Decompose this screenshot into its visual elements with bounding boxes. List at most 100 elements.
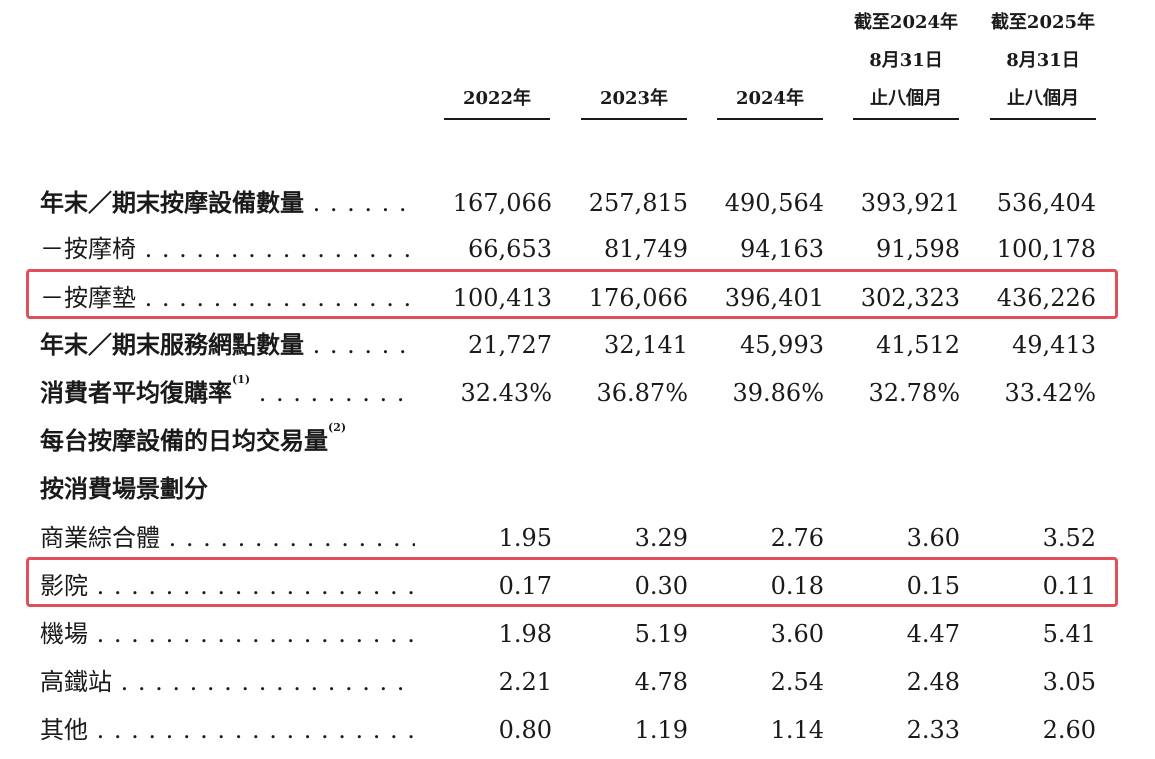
column-header-line: 2024年 [735, 88, 805, 109]
column-header-line: 截至2024年 [853, 12, 959, 33]
table-row: 高鐵站 2.21 4.78 2.54 2.48 3.05 [0, 659, 1155, 705]
table-cell: 32.43% [460, 379, 552, 407]
table-cell: 94,163 [740, 235, 824, 263]
column-header-line: 止八個月 [1007, 88, 1079, 109]
table-row: 年末／期末服務網點數量 21,727 32,141 45,993 41,512 49,41… [0, 322, 1155, 368]
header-underline [717, 118, 823, 120]
row-label: 每台按摩設備的日均交易量(2) [40, 418, 415, 464]
table-cell: 3.60 [770, 620, 824, 648]
column-header: 2023年 [581, 80, 687, 120]
table-cell: 1.19 [634, 716, 688, 744]
table-cell: 4.47 [906, 620, 960, 648]
table-cell: 1.14 [770, 716, 824, 744]
header-underline [581, 118, 687, 120]
table-row: 商業綜合體 1.95 3.29 2.76 3.60 3.52 [0, 515, 1155, 561]
table-cell: 32.78% [868, 379, 960, 407]
table-row: 年末／期末按摩設備數量 167,066 257,815 490,564 393,921 5… [0, 180, 1155, 226]
table-cell: 81,749 [604, 235, 688, 263]
table-cell: 302,323 [860, 284, 960, 312]
table-cell: 176,066 [588, 284, 688, 312]
table-cell: 41,512 [876, 331, 960, 359]
table-cell: 3.05 [1042, 668, 1096, 696]
table-cell: 45,993 [740, 331, 824, 359]
row-label-text: 其他 [40, 716, 88, 744]
column-header-line: 截至2025年 [990, 12, 1096, 33]
table-cell: 436,226 [996, 284, 1096, 312]
header-underline [990, 118, 1096, 120]
table-cell: 3.29 [634, 524, 688, 552]
row-label-text: 每台按摩設備的日均交易量 [40, 426, 328, 455]
table-row: 消費者平均復購率(1) 32.43% 36.87% 39.86% 32.78% 33.42… [0, 370, 1155, 416]
footnote-marker: (2) [328, 421, 347, 434]
header-underline [853, 118, 959, 120]
table-cell: 2.60 [1042, 716, 1096, 744]
table-cell: 39.86% [732, 379, 824, 407]
row-label: 消費者平均復購率(1) [40, 370, 415, 416]
row-label-text: 高鐵站 [40, 668, 112, 696]
table-cell: 490,564 [724, 189, 824, 217]
row-label-text: －按摩墊 [40, 284, 136, 312]
row-label: 年末／期末按摩設備數量 [40, 180, 415, 226]
table-cell: 393,921 [860, 189, 960, 217]
table-cell: 0.30 [634, 572, 688, 600]
table-row: 機場 1.98 5.19 3.60 4.47 5.41 [0, 611, 1155, 657]
row-label: 機場 [40, 611, 415, 657]
table-cell: 3.60 [906, 524, 960, 552]
table-cell: 536,404 [996, 189, 1096, 217]
row-label-text: 消費者平均復購率 [40, 378, 232, 407]
table-cell: 0.15 [906, 572, 960, 600]
table-cell: 4.78 [634, 668, 688, 696]
row-label: －按摩墊 [40, 275, 415, 321]
table-cell: 2.21 [498, 668, 552, 696]
row-label-text: 年末／期末服務網點數量 [40, 330, 304, 359]
table-cell: 0.80 [498, 716, 552, 744]
table-cell: 257,815 [588, 189, 688, 217]
column-header-line: 2023年 [599, 88, 669, 109]
table-cell: 3.52 [1042, 524, 1096, 552]
table-cell: 49,413 [1012, 331, 1096, 359]
row-label: 高鐵站 [40, 659, 415, 705]
row-label: 年末／期末服務網點數量 [40, 322, 415, 368]
row-label-text: 商業綜合體 [40, 524, 160, 552]
column-header: 截至2025年 8月31日止八個月 [990, 4, 1096, 120]
table-row: 其他 0.80 1.19 1.14 2.33 2.60 [0, 707, 1155, 753]
row-label: 按消費場景劃分 [40, 466, 415, 512]
column-header-line: 8月31日 [869, 50, 943, 71]
table-cell: 396,401 [724, 284, 824, 312]
highlight-box [26, 557, 1118, 607]
table-cell: 33.42% [1004, 379, 1096, 407]
table-cell: 2.33 [906, 716, 960, 744]
table-cell: 2.54 [770, 668, 824, 696]
table-cell: 2.48 [906, 668, 960, 696]
row-label-text: 年末／期末按摩設備數量 [40, 188, 304, 217]
highlight-box [26, 269, 1118, 319]
row-label: 影院 [40, 563, 415, 609]
table-cell: 0.11 [1042, 572, 1096, 600]
column-header-line: 8月31日 [1006, 50, 1080, 71]
row-label: 其他 [40, 707, 415, 753]
table-row: －按摩墊 100,413 176,066 396,401 302,323 436,226 [0, 275, 1155, 321]
column-header-line: 2022年 [462, 88, 532, 109]
row-label-text: －按摩椅 [40, 235, 136, 263]
table-cell: 5.41 [1042, 620, 1096, 648]
header-underline [444, 118, 550, 120]
column-header: 2024年 [717, 80, 823, 120]
column-header-line: 止八個月 [870, 88, 942, 109]
table-cell: 1.95 [498, 524, 552, 552]
table-cell: 66,653 [468, 235, 552, 263]
table-row: 按消費場景劃分 [0, 466, 1155, 512]
row-label: 商業綜合體 [40, 515, 415, 561]
table-cell: 91,598 [876, 235, 960, 263]
table-cell: 1.98 [498, 620, 552, 648]
table-cell: 2.76 [770, 524, 824, 552]
row-label-text: 影院 [40, 572, 88, 600]
table-cell: 32,141 [604, 331, 688, 359]
table-row: 影院 0.17 0.30 0.18 0.15 0.11 [0, 563, 1155, 609]
table-cell: 100,178 [996, 235, 1096, 263]
table-cell: 0.18 [770, 572, 824, 600]
table-cell: 100,413 [452, 284, 552, 312]
column-header: 2022年 [444, 80, 550, 120]
table-cell: 36.87% [596, 379, 688, 407]
table-cell: 5.19 [634, 620, 688, 648]
column-header: 截至2024年 8月31日止八個月 [853, 4, 959, 120]
